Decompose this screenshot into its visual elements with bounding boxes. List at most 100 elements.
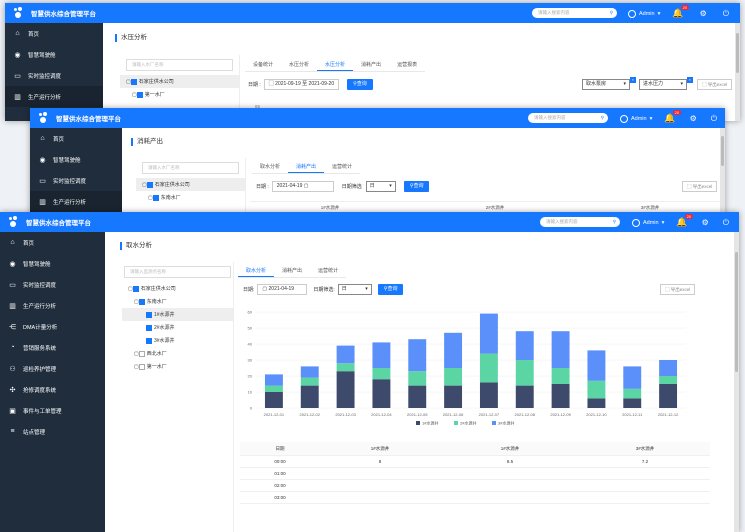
tree-node[interactable]: ▢ 石家庄供水公司 (136, 178, 245, 191)
checkbox[interactable] (146, 181, 153, 188)
tab-consumption[interactable]: 消耗产出 (288, 161, 325, 173)
bell-icon[interactable]: 🔔 20 (676, 214, 693, 227)
interval-select[interactable]: 日 ▾ (337, 284, 372, 295)
sidebar-item-dma[interactable]: ⋲ DMA计量分析 (9, 323, 58, 331)
bar-segment (300, 377, 319, 386)
sidebar-item-station[interactable]: ≡ 站点管理 (0, 421, 105, 442)
tree-node[interactable]: ▢ 石家庄供水公司 (128, 285, 176, 292)
user-icon[interactable] (628, 9, 636, 18)
user-icon[interactable] (632, 218, 640, 227)
tab-pressure-active[interactable]: 水压分析 (317, 59, 354, 71)
tree-leaf[interactable]: 2#水源井 (122, 321, 233, 334)
search-icon[interactable]: ⚲ (612, 219, 616, 224)
checkbox[interactable] (138, 298, 145, 305)
legend-label: 3#水源井 (498, 420, 514, 426)
power-icon[interactable]: ⏻ (722, 217, 730, 227)
search-input[interactable]: 请输入搜索内容 ⚲ (532, 8, 617, 18)
tree-node[interactable]: ▢ 石家庄供水公司 (120, 75, 239, 88)
query-button[interactable]: ⚲查询 (403, 181, 430, 192)
checkbox[interactable] (132, 285, 139, 292)
date-input[interactable]: ▢ 2021-04-19 (257, 284, 308, 295)
sidebar-item-production[interactable]: ▥ 生产运行分析 (9, 302, 57, 310)
checkbox[interactable] (130, 78, 137, 85)
power-icon[interactable]: ⏻ (710, 113, 718, 123)
sidebar-item-home[interactable]: ⌂ 首页 (5, 23, 103, 44)
scrollbar[interactable] (734, 232, 739, 532)
export-button[interactable]: ▢ 导出excel (697, 79, 733, 90)
user-icon[interactable] (620, 114, 628, 123)
tab-report[interactable]: 运营报表 (397, 62, 418, 68)
search-input[interactable]: 请输入搜索内容 ⚲ (540, 217, 620, 227)
sidebar-item-cockpit[interactable]: ◉ 智慧驾驶舱 (9, 260, 51, 268)
date-range-input[interactable]: ▢ 2021-09-19 至 2021-09-20 (263, 79, 340, 90)
search-icon[interactable]: ⚲ (600, 115, 604, 120)
y-tick-label: 0 (250, 406, 253, 411)
pressure-select[interactable]: 进水压力 ▾ (639, 79, 687, 90)
bar-segment (372, 342, 391, 368)
user-name[interactable]: Admin (639, 10, 655, 17)
sidebar-item-marketing[interactable]: ◔ 营销服务系统 (0, 337, 105, 358)
bell-icon[interactable]: 🔔 20 (664, 110, 681, 123)
scrollbar[interactable] (735, 23, 740, 121)
gear-icon[interactable]: ⚙ (701, 218, 709, 227)
tree-node[interactable]: ▢ 第一水厂 (132, 91, 165, 98)
tab-operations[interactable]: 运营统计 (332, 164, 353, 170)
tree-node[interactable]: ▢ 西北水厂 (134, 350, 167, 357)
tab-pressure[interactable]: 水压分析 (289, 62, 310, 68)
search-icon: ⚲ (409, 183, 414, 189)
sidebar-item-home[interactable]: ⌂ 首页 (0, 232, 105, 253)
tab-device[interactable]: 设备统计 (253, 62, 274, 68)
tree-node[interactable]: ▢ 第一水厂 (134, 363, 167, 370)
checkbox[interactable] (138, 363, 145, 370)
checkbox[interactable] (146, 337, 152, 344)
search-icon[interactable]: ⚲ (609, 10, 613, 15)
sidebar-item-workorder[interactable]: ▣ 事件与工单管理 (9, 407, 62, 415)
bar-segment (587, 380, 606, 399)
checkbox[interactable] (146, 311, 152, 318)
column-header: 1#水源井 (320, 205, 340, 210)
tab-operations[interactable]: 运营统计 (318, 268, 339, 274)
checkbox[interactable] (138, 350, 145, 357)
sidebar-item-monitor[interactable]: ▭ 实时监控调度 (14, 72, 62, 80)
y-tick-label: 40 (248, 342, 253, 347)
tree-search-input[interactable]: 请输入水厂名称 (126, 59, 233, 71)
bar-segment (623, 388, 642, 399)
tree-search-input[interactable]: 请输入监测点名称 (124, 266, 231, 278)
tree-leaf[interactable]: 1#水源井 (122, 308, 233, 321)
sidebar-item-inspection[interactable]: ⚇ 巡检养护管理 (9, 365, 57, 373)
query-button[interactable]: ⚲查询 (377, 284, 404, 295)
tab-consumption[interactable]: 消耗产出 (282, 268, 303, 274)
checkbox[interactable] (146, 324, 152, 331)
sidebar-item-production[interactable]: ▥ 生产运行分析 (30, 191, 122, 212)
sidebar-item-home[interactable]: ⌂ 首页 (30, 128, 122, 149)
tab-intake[interactable]: 取水分析 (238, 265, 275, 277)
scrollbar[interactable] (720, 128, 725, 218)
interval-select[interactable]: 日 ▾ (365, 181, 396, 192)
checkbox[interactable] (152, 194, 159, 201)
search-input[interactable]: 请输入搜索内容 ⚲ (528, 113, 608, 123)
tab-intake[interactable]: 取水分析 (260, 164, 281, 170)
gear-icon[interactable]: ⚙ (699, 9, 707, 18)
bell-icon[interactable]: 🔔 20 (672, 5, 689, 18)
tree-panel: 请输入监测点名称 ▢ 石家庄供水公司 ▢ 东南水厂 1#水源井 2#水源井 3#… (122, 262, 234, 532)
sidebar-item-monitor[interactable]: ▭ 实时监控调度 (39, 177, 87, 185)
sidebar-item-cockpit[interactable]: ◉ 智慧驾驶舱 (14, 51, 56, 59)
tree-node[interactable]: ▢ 东南水厂 (134, 298, 167, 305)
tree-search-input[interactable]: 请输入水厂名称 (142, 162, 239, 174)
tree-node[interactable]: ▢ 东南水厂 (148, 194, 181, 201)
sidebar-item-production[interactable]: ▥ 生产运行分析 (5, 86, 103, 107)
sidebar-item-cockpit[interactable]: ◉ 智慧驾驶舱 (39, 156, 81, 164)
export-button[interactable]: ▢ 导出excel (660, 284, 696, 295)
station-select[interactable]: 取水泵房 ▾ (582, 79, 630, 90)
checkbox[interactable] (136, 91, 143, 98)
tree-leaf[interactable]: 3#水源井 (122, 334, 233, 347)
power-icon[interactable]: ⏻ (722, 8, 730, 18)
export-button[interactable]: ▢ 导出excel (682, 181, 718, 192)
sidebar-item-repair[interactable]: ✣ 抢修调度系统 (9, 386, 57, 394)
sidebar-item-monitor[interactable]: ▭ 实时监控调度 (9, 281, 57, 289)
gear-icon[interactable]: ⚙ (689, 114, 697, 123)
tab-consumption[interactable]: 消耗产出 (361, 62, 382, 68)
date-input[interactable]: 2021-04-19 ▢ (271, 181, 334, 192)
bar-segment (551, 331, 570, 368)
query-button[interactable]: ⚲查询 (347, 79, 373, 90)
